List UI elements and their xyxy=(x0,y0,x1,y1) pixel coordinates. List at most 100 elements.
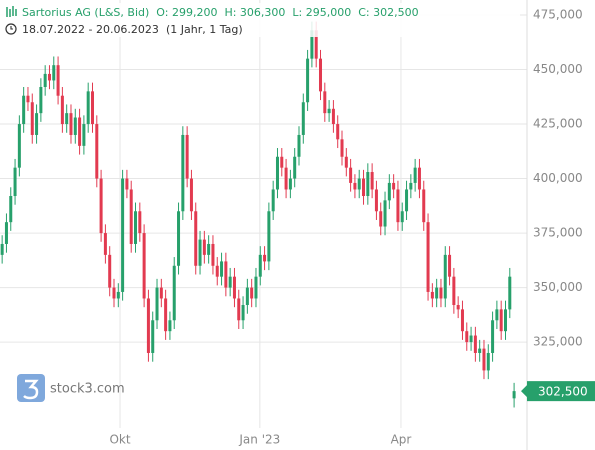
candle-body xyxy=(353,182,357,190)
candle-body xyxy=(198,239,202,266)
candle-body xyxy=(155,287,159,321)
candle-body xyxy=(310,30,314,59)
candle-body xyxy=(379,211,383,227)
candle-body xyxy=(452,276,456,306)
x-tick-label: Okt xyxy=(109,433,130,447)
candle-body xyxy=(103,233,107,255)
candle-body xyxy=(366,172,370,197)
candle-body xyxy=(422,189,426,223)
x-tick-label: Jan '23 xyxy=(238,433,280,447)
candle-body xyxy=(26,95,30,103)
candle-body xyxy=(344,156,348,168)
candle-body xyxy=(288,178,292,190)
ohlc-value: L: 295,000 xyxy=(292,6,351,19)
candle-body xyxy=(254,276,258,299)
candle-body xyxy=(275,156,279,190)
candle-body xyxy=(116,291,120,299)
last-price-tag xyxy=(527,381,595,402)
header: Sartorius AG (L&S, Bid) O: 299,200 H: 306,… xyxy=(0,3,520,37)
candle-body xyxy=(245,287,249,306)
interval: (1 Jahr, 1 Tag) xyxy=(166,23,243,36)
candle-body xyxy=(0,243,4,255)
y-tick-label: 350,000 xyxy=(533,280,583,294)
candle-body xyxy=(370,172,374,190)
candle-body xyxy=(99,178,103,234)
candle-body xyxy=(56,65,60,96)
candle-body xyxy=(211,243,215,266)
candle-body xyxy=(90,91,94,125)
candle-body xyxy=(314,30,318,59)
candle-body xyxy=(469,335,473,343)
candle-body xyxy=(60,95,64,125)
candle-body xyxy=(430,291,434,299)
candle-body xyxy=(486,352,490,371)
candle-body xyxy=(258,254,262,277)
candle-body xyxy=(357,178,361,190)
candle-body xyxy=(340,139,344,157)
candle-body xyxy=(30,102,34,135)
candle-body xyxy=(172,265,176,321)
candle-body xyxy=(400,211,404,223)
title: Sartorius AG (L&S, Bid) xyxy=(22,6,149,19)
candle-body xyxy=(306,58,310,103)
candle-body xyxy=(512,391,516,399)
candle-body xyxy=(417,167,421,190)
candle-body xyxy=(177,211,181,266)
candle-body xyxy=(297,134,301,157)
candle-body xyxy=(301,102,305,135)
candle-body xyxy=(267,211,271,262)
candle-body xyxy=(151,320,155,353)
header-icon xyxy=(6,6,17,17)
y-tick-label: 375,000 xyxy=(533,226,583,240)
candle-body xyxy=(22,95,26,125)
candle-body xyxy=(435,287,439,299)
candle-body xyxy=(263,254,267,262)
candle-body xyxy=(168,320,172,332)
candle-body xyxy=(383,200,387,227)
candle-body xyxy=(202,239,206,255)
candle-body xyxy=(4,222,8,244)
period: 18.07.2022 - 20.06.2023 xyxy=(22,23,159,36)
candle-body xyxy=(65,113,69,125)
y-tick-label: 325,000 xyxy=(533,335,583,349)
candle-body xyxy=(164,298,168,332)
candle-body xyxy=(439,287,443,299)
clock-hands xyxy=(10,26,13,30)
candle-body xyxy=(336,124,340,140)
candle-body xyxy=(78,117,82,146)
candle-body xyxy=(146,298,150,353)
candle-body xyxy=(396,189,400,223)
candle-body xyxy=(293,156,297,179)
candle-body xyxy=(271,189,275,212)
candle-body xyxy=(232,276,236,299)
y-tick-label: 475,000 xyxy=(533,8,583,22)
candle-body xyxy=(43,73,47,87)
candle-body xyxy=(129,189,133,244)
ohlc-value: C: 302,500 xyxy=(358,6,418,19)
header-line: Sartorius AG (L&S, Bid) O: 299,200 H: 306,… xyxy=(22,6,419,19)
candle-body xyxy=(159,287,163,299)
candle-body xyxy=(125,178,129,190)
candle-body xyxy=(460,309,464,332)
candle-body xyxy=(491,320,495,353)
candle-body xyxy=(426,222,430,292)
candle-body xyxy=(409,182,413,190)
candle-body xyxy=(121,178,125,292)
logo-glyph xyxy=(23,379,39,400)
candle-body xyxy=(362,178,366,197)
candle-body xyxy=(39,86,43,114)
candle-body xyxy=(47,73,51,81)
clock-icon xyxy=(5,23,17,35)
candle-body xyxy=(456,305,460,310)
candle-body xyxy=(13,167,17,197)
candle-body xyxy=(323,91,327,114)
watermark-text: stock3.com xyxy=(50,382,125,397)
candle-body xyxy=(482,348,486,371)
candle-body xyxy=(413,167,417,183)
candle-body xyxy=(82,124,86,146)
candle-body xyxy=(86,91,90,125)
candle-body xyxy=(224,261,228,288)
candle-body xyxy=(17,124,21,168)
candle-body xyxy=(392,182,396,190)
